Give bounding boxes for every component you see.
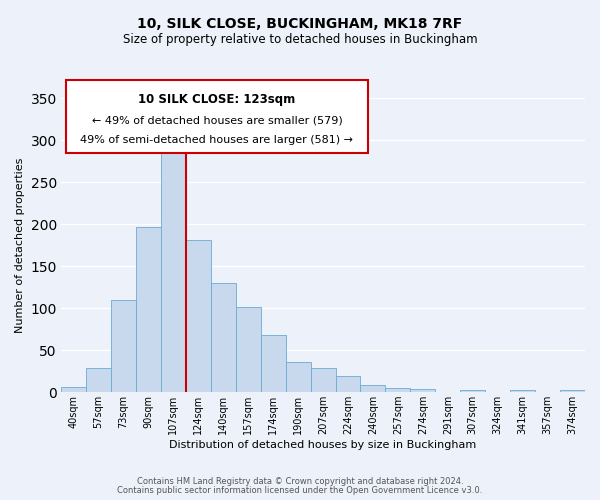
Text: Size of property relative to detached houses in Buckingham: Size of property relative to detached ho…: [122, 32, 478, 46]
Bar: [186, 240, 211, 392]
Bar: [311, 368, 335, 392]
Bar: [236, 308, 260, 392]
Bar: [560, 390, 585, 392]
Text: 10 SILK CLOSE: 123sqm: 10 SILK CLOSE: 123sqm: [139, 93, 296, 106]
Bar: [161, 150, 186, 392]
X-axis label: Distribution of detached houses by size in Buckingham: Distribution of detached houses by size …: [169, 440, 476, 450]
Bar: [211, 283, 236, 392]
Text: ← 49% of detached houses are smaller (579): ← 49% of detached houses are smaller (57…: [92, 115, 343, 125]
Bar: [111, 300, 136, 392]
Bar: [335, 376, 361, 392]
Bar: [286, 362, 311, 392]
Bar: [86, 368, 111, 392]
Text: Contains HM Land Registry data © Crown copyright and database right 2024.: Contains HM Land Registry data © Crown c…: [137, 477, 463, 486]
Bar: [61, 387, 86, 392]
Bar: [136, 228, 161, 392]
Bar: [510, 390, 535, 392]
Y-axis label: Number of detached properties: Number of detached properties: [15, 158, 25, 333]
Text: Contains public sector information licensed under the Open Government Licence v3: Contains public sector information licen…: [118, 486, 482, 495]
Text: 49% of semi-detached houses are larger (581) →: 49% of semi-detached houses are larger (…: [80, 135, 353, 145]
Bar: [410, 389, 436, 392]
Bar: [385, 388, 410, 392]
Bar: [361, 386, 385, 392]
Text: 10, SILK CLOSE, BUCKINGHAM, MK18 7RF: 10, SILK CLOSE, BUCKINGHAM, MK18 7RF: [137, 18, 463, 32]
Bar: [460, 390, 485, 392]
Bar: [260, 335, 286, 392]
FancyBboxPatch shape: [67, 80, 368, 152]
